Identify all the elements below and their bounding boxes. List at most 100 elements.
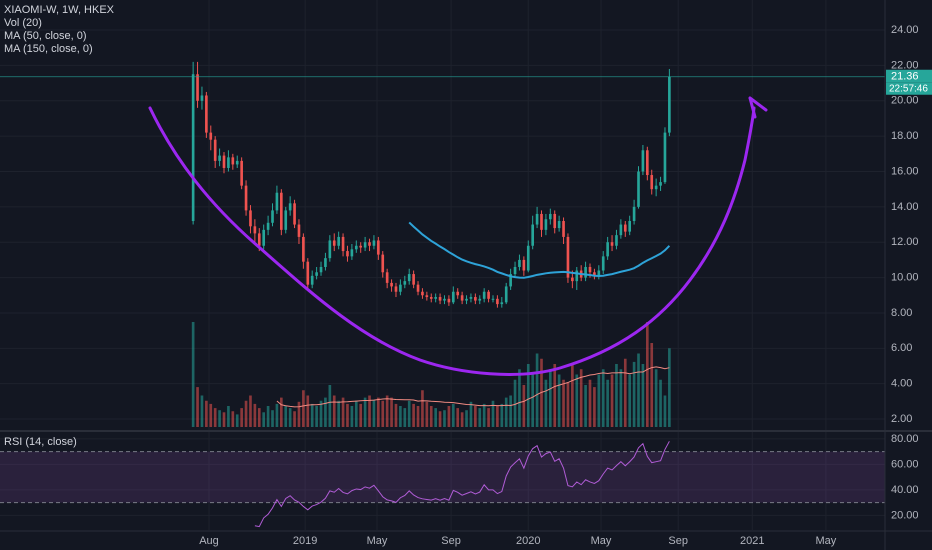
candle-body: [601, 256, 605, 271]
candle-body: [407, 274, 411, 282]
candle-body: [249, 210, 252, 227]
volume-bar: [240, 408, 243, 427]
cup-drawing: [148, 106, 756, 376]
rsi-line: [254, 441, 670, 528]
volume-bar: [646, 322, 649, 427]
volume-bar: [346, 403, 349, 427]
candle-body: [354, 245, 358, 250]
volume-bar: [650, 343, 654, 427]
rsi-tick-label: 80.00: [891, 433, 919, 445]
indicator-label: MA (50, close, 0): [4, 30, 87, 42]
volume-bar: [302, 390, 305, 427]
candle-body: [244, 185, 248, 211]
x-tick-label: 2020: [516, 535, 540, 547]
candle-body: [266, 222, 270, 230]
countdown-box: [886, 82, 932, 95]
volume-bar: [456, 408, 460, 427]
candle-body: [341, 236, 345, 252]
candle-body: [359, 245, 363, 248]
candle-body: [553, 213, 557, 229]
candle-body: [416, 284, 420, 292]
candle-body: [478, 298, 482, 301]
volume-bar: [288, 408, 292, 427]
candle-body: [496, 298, 499, 305]
y-tick-label: 6.00: [891, 342, 912, 354]
candle-body: [403, 281, 407, 285]
volume-bar: [544, 379, 548, 427]
volume-bar: [606, 379, 609, 427]
candle-body: [213, 139, 217, 161]
volume-bar: [266, 406, 270, 427]
volume-bar: [526, 364, 530, 427]
volume-bar: [341, 397, 345, 427]
candle-body: [588, 266, 592, 273]
rsi-band: [0, 451, 885, 503]
candle-body: [456, 291, 460, 296]
volume-bar: [377, 397, 380, 427]
y-tick-label: 20.00: [891, 95, 919, 107]
candle-body: [191, 74, 195, 222]
volume-bar: [262, 412, 266, 427]
x-tick-label: Sep: [441, 535, 461, 547]
candle-body: [443, 298, 446, 301]
volume-bar: [399, 406, 402, 427]
volume-bar: [337, 400, 340, 427]
volume-bar: [562, 379, 565, 427]
candle-body: [531, 224, 534, 246]
volume-bar: [654, 369, 658, 427]
candle-body: [646, 150, 649, 176]
volume-bar: [205, 400, 208, 427]
last-price-label: 21.36: [891, 71, 919, 83]
volume-bar: [623, 358, 627, 427]
candle-body: [302, 236, 305, 262]
y-tick-label: 10.00: [891, 271, 919, 283]
candle-body: [284, 210, 288, 230]
candle-body: [451, 291, 455, 303]
volume-bar: [394, 403, 398, 427]
volume-bar: [522, 385, 526, 427]
volume-bar: [668, 348, 671, 427]
candle-body: [377, 240, 380, 255]
volume-bar: [297, 401, 301, 427]
volume-bar: [293, 411, 296, 427]
candle-body: [306, 261, 310, 285]
volume-bar: [663, 395, 667, 427]
x-tick-label: 2021: [740, 535, 764, 547]
candle-body: [231, 157, 235, 165]
candle-body: [509, 274, 512, 287]
volume-bar: [275, 403, 279, 427]
y-tick-label: 16.00: [891, 165, 919, 177]
volume-bar: [284, 406, 288, 427]
candle-body: [654, 185, 658, 190]
volume-bar: [213, 408, 217, 427]
volume-bar: [306, 395, 310, 427]
candle-body: [438, 297, 442, 301]
candle-body: [540, 213, 543, 230]
candle-body: [200, 95, 204, 101]
volume-bar: [218, 410, 221, 427]
candle-body: [487, 291, 490, 299]
volume-bar: [496, 406, 499, 427]
volume-bar: [421, 390, 424, 427]
candle-body: [350, 249, 354, 257]
volume-bar: [412, 403, 415, 427]
candle-body: [399, 284, 402, 292]
candle-body: [257, 233, 261, 246]
volume-bar: [601, 369, 605, 427]
volume-bar: [324, 397, 327, 427]
x-tick-label: May: [591, 535, 612, 547]
volume-bar: [280, 397, 283, 427]
candle-body: [205, 95, 208, 133]
volume-bar: [319, 400, 323, 427]
volume-bar: [597, 374, 601, 427]
volume-bar: [610, 374, 614, 427]
volume-bar: [531, 374, 534, 427]
volume-bar: [615, 364, 618, 427]
y-tick-label: 24.00: [891, 24, 919, 36]
candle-body: [222, 155, 226, 168]
volume-bar: [593, 387, 596, 427]
volume-bar: [244, 400, 248, 427]
indicator-label: MA (150, close, 0): [4, 43, 93, 55]
